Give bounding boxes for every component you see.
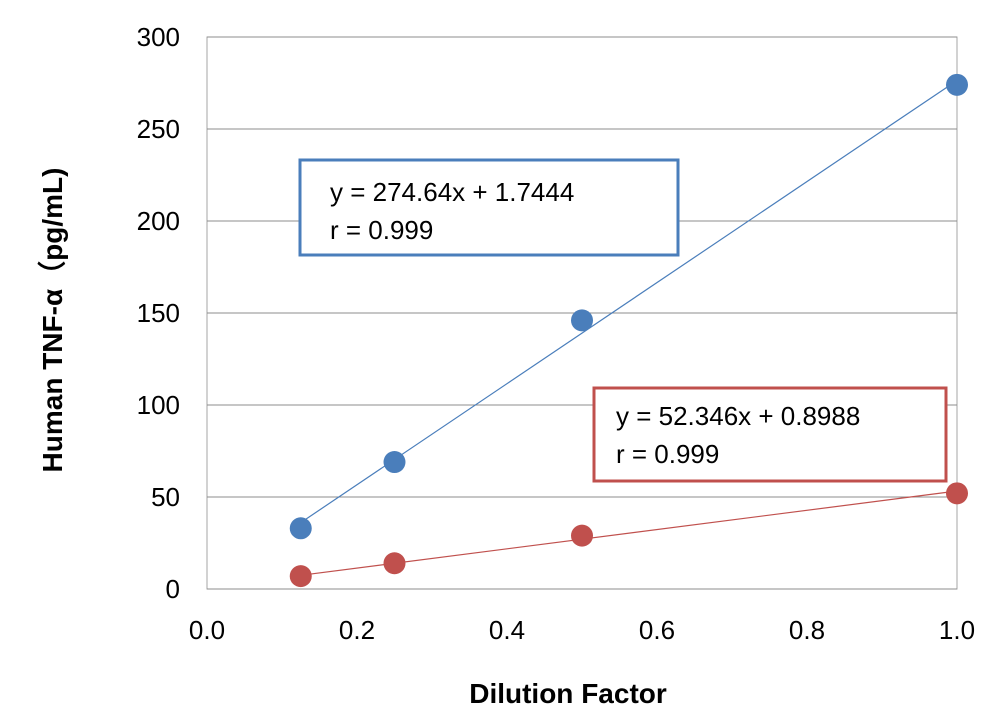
equation-annotations: y = 274.64x + 1.7444 r = 0.999 y = 52.346x… xyxy=(298,158,948,483)
x-tick-label-5: 1.0 xyxy=(939,615,975,645)
x-tick-label-4: 0.8 xyxy=(789,615,825,645)
y-tick-label-0: 0 xyxy=(166,574,180,604)
y-tick-label-5: 250 xyxy=(137,114,180,144)
trendlines xyxy=(300,79,958,576)
y-tick-label-3: 150 xyxy=(137,298,180,328)
equation-text-series-0-1: r = 0.999 xyxy=(330,215,433,245)
y-tick-label-4: 200 xyxy=(137,206,180,236)
x-tick-label-2: 0.4 xyxy=(489,615,525,645)
data-point-series-0-1 xyxy=(383,451,406,474)
data-point-series-1-0 xyxy=(289,565,312,588)
equation-text-series-0-0: y = 274.64x + 1.7444 xyxy=(330,177,574,207)
x-axis-title: Dilution Factor xyxy=(469,678,667,709)
x-axis-ticks: 0.0 0.2 0.4 0.6 0.8 1.0 xyxy=(189,615,975,645)
x-tick-label-1: 0.2 xyxy=(339,615,375,645)
y-axis-title: Human TNF-α（pg/mL) xyxy=(36,168,68,473)
data-point-series-0-0 xyxy=(289,517,312,540)
y-tick-label-2: 100 xyxy=(137,390,180,420)
x-tick-label-0: 0.0 xyxy=(189,615,225,645)
y-tick-label-6: 300 xyxy=(137,22,180,52)
x-tick-label-3: 0.6 xyxy=(639,615,675,645)
equation-box-series-0 xyxy=(298,158,680,257)
data-point-series-1-1 xyxy=(383,552,406,575)
trendline-series-1 xyxy=(300,490,958,576)
data-points xyxy=(289,73,968,588)
data-point-series-1-2 xyxy=(571,524,593,547)
trendline-series-0 xyxy=(300,79,958,524)
data-point-series-0-2 xyxy=(571,309,593,332)
y-tick-label-1: 50 xyxy=(151,482,180,512)
equation-text-series-1-1: r = 0.999 xyxy=(616,439,719,469)
equation-text-series-1-0: y = 52.346x + 0.8988 xyxy=(616,401,860,431)
data-point-series-0-3 xyxy=(946,73,968,96)
equation-box-series-1 xyxy=(592,386,948,483)
y-axis-ticks: 0 50 100 150 200 250 300 xyxy=(137,22,180,604)
data-point-series-1-3 xyxy=(946,482,968,505)
